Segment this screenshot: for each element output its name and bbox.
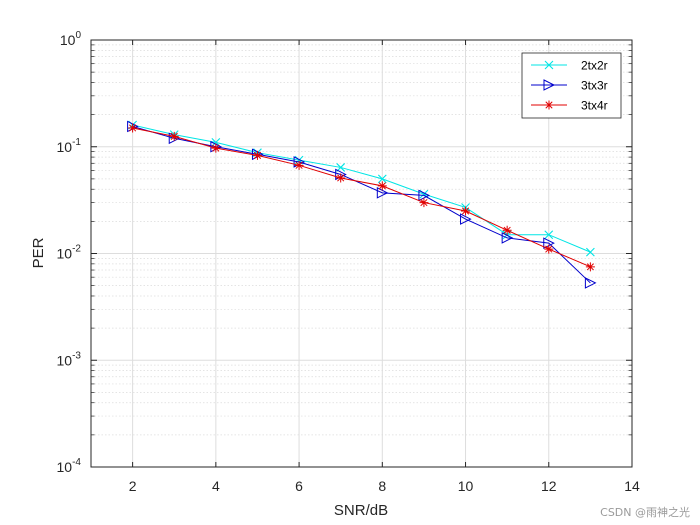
y-tick-label: 10-3 — [57, 350, 82, 368]
data-point-3tx4r — [461, 206, 471, 216]
series-layer — [127, 120, 597, 289]
data-point-2tx2r — [585, 247, 595, 257]
x-tick-label: 14 — [624, 478, 640, 494]
legend-entries: 2tx2r 3tx3r 3tx4r — [531, 59, 608, 113]
series-line-3tx4r — [132, 127, 591, 268]
legend-label-3tx3r: 3tx3r — [581, 79, 608, 93]
data-point-3tx4r — [377, 181, 387, 191]
data-point-3tx4r — [211, 143, 221, 153]
data-point-3tx3r — [418, 189, 431, 202]
y-tick-label: 10-1 — [57, 137, 82, 155]
legend-label-2tx2r: 2tx2r — [581, 59, 608, 73]
data-point-3tx3r — [584, 277, 597, 289]
data-point-3tx4r — [502, 225, 512, 235]
x-tick-label: 2 — [129, 478, 137, 494]
data-point-3tx3r — [501, 232, 514, 244]
y-tick-label: 100 — [60, 30, 82, 48]
x-axis-label: SNR/dB — [334, 502, 388, 519]
x-tick-labels: 2 4 6 8 10 12 14 — [129, 478, 640, 494]
x-tick-label: 8 — [378, 478, 386, 494]
legend-entry-3tx4r: 3tx4r — [531, 99, 608, 113]
axis-ticks — [91, 39, 633, 468]
legend-entry-3tx3r: 3tx3r — [531, 79, 608, 93]
y-axis-label: PER — [30, 237, 47, 268]
data-point-3tx4r — [252, 150, 262, 160]
y-tick-label: 10-4 — [57, 457, 82, 475]
data-point-3tx4r — [169, 131, 179, 141]
y-tick-label: 10-2 — [57, 244, 82, 262]
data-point-3tx4r — [128, 123, 138, 133]
legend-marker-3tx3r — [543, 79, 556, 91]
data-point-3tx4r — [585, 262, 595, 272]
data-point-3tx4r — [419, 198, 429, 208]
data-point-3tx4r — [544, 244, 554, 254]
x-tick-label: 6 — [295, 478, 303, 494]
minor-grid — [91, 44, 632, 436]
data-point-3tx4r — [336, 173, 346, 183]
series-3tx3r — [127, 120, 597, 289]
data-point-3tx4r — [294, 160, 304, 170]
data-point-2tx2r — [377, 174, 387, 184]
data-point-2tx2r — [544, 230, 554, 240]
watermark-text: CSDN @雨神之光 — [600, 505, 690, 519]
legend: 2tx2r 3tx3r 3tx4r — [521, 52, 622, 119]
data-point-3tx3r — [460, 213, 472, 225]
series-line-3tx3r — [132, 125, 591, 284]
series-3tx4r — [128, 123, 595, 272]
x-tick-label: 12 — [541, 478, 557, 494]
legend-marker-3tx4r — [544, 100, 554, 110]
series-line-2tx2r — [132, 124, 591, 253]
legend-entry-2tx2r: 2tx2r — [531, 59, 608, 73]
x-tick-label: 10 — [458, 478, 474, 494]
x-tick-label: 4 — [212, 478, 220, 494]
legend-marker-2tx2r — [544, 60, 554, 70]
y-tick-labels: 10-4 10-3 10-2 10-1 100 — [57, 30, 82, 475]
legend-label-3tx4r: 3tx4r — [581, 99, 608, 113]
